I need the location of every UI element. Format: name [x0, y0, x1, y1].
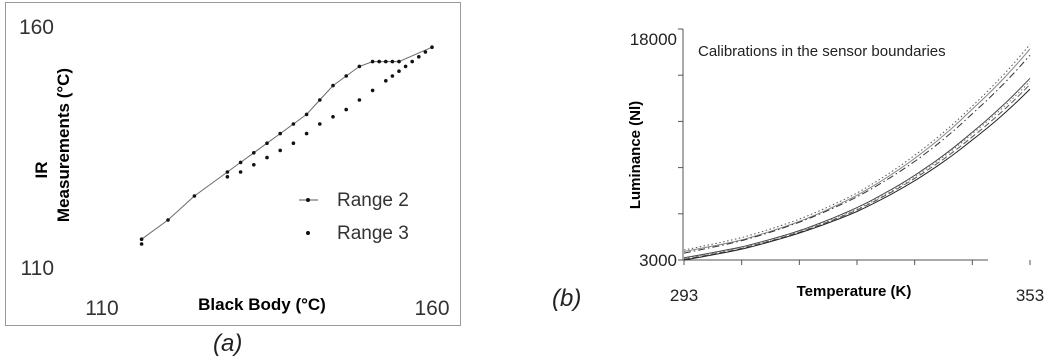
- panel-label-a: (a): [213, 330, 243, 357]
- calibration-curve-4: [683, 77, 1031, 259]
- data-point-series-0: [238, 160, 243, 165]
- data-point-series-0: [139, 237, 144, 241]
- y-axis-title-a-line2: Measurements (°C): [54, 68, 73, 222]
- data-point-series-0: [265, 141, 269, 145]
- data-point-series-0: [318, 98, 322, 102]
- data-point-series-1: [403, 64, 408, 69]
- calibration-curve-2: [683, 44, 1031, 251]
- data-point-series-1: [139, 242, 144, 246]
- data-point-series-0: [390, 59, 395, 64]
- data-point-series-1: [238, 170, 243, 174]
- y-axis-title-a-line1: IR: [32, 162, 51, 179]
- y-tick-label-a-bottom: 110: [21, 257, 54, 280]
- data-point-series-0: [304, 112, 309, 117]
- calibration-curve-5: [683, 84, 1031, 260]
- data-point-series-0: [252, 151, 256, 155]
- chart-a-frame: [5, 2, 461, 326]
- data-point-series-1: [397, 69, 401, 73]
- legend-label-range-2: Range 2: [337, 190, 409, 211]
- data-point-series-0: [192, 194, 197, 198]
- data-point-series-0: [166, 218, 170, 222]
- x-axis-title-a: Black Body (°C): [198, 295, 326, 314]
- calibration-curve-7: [683, 81, 1031, 259]
- data-point-series-1: [252, 163, 256, 167]
- data-point-series-0: [397, 59, 401, 64]
- x-tick-label-a-right: 160: [414, 297, 449, 320]
- x-tick-label-a-left: 110: [85, 297, 118, 320]
- data-point-series-0: [357, 64, 362, 69]
- y-tick-label-a-top: 160: [19, 16, 54, 39]
- x-tick-label-b-left: 293: [670, 286, 698, 305]
- data-point-series-0: [377, 59, 382, 64]
- data-point-series-1: [357, 98, 362, 102]
- calibration-curve-3: [683, 54, 1031, 254]
- data-point-series-0: [331, 83, 335, 88]
- data-point-series-0: [384, 59, 388, 64]
- data-point-series-1: [225, 175, 230, 179]
- calibration-curve-6: [683, 88, 1031, 261]
- legend-label-range-3: Range 3: [337, 223, 409, 244]
- calibration-curve-1: [683, 48, 1031, 252]
- data-point-series-1: [331, 115, 335, 119]
- data-point-series-0: [370, 59, 375, 64]
- data-point-series-1: [304, 131, 309, 136]
- data-point-series-0: [430, 45, 434, 49]
- data-point-series-0: [291, 122, 296, 126]
- data-point-series-1: [278, 148, 283, 153]
- data-point-series-1: [410, 59, 415, 64]
- panel-label-b: (b): [552, 285, 582, 312]
- x-tick-label-b-right: 353: [1016, 286, 1044, 305]
- x-axis-title-b: Temperature (K): [797, 283, 912, 300]
- y-axis-title-b: Luminance (Nl): [627, 101, 644, 209]
- chart-b: 18000 3000 293 353 Temperature (K) Lumin…: [627, 28, 1044, 305]
- y-tick-label-b-bottom: 3000: [639, 251, 677, 270]
- data-point-series-1: [344, 107, 349, 112]
- data-point-series-0: [278, 131, 283, 136]
- data-point-series-0: [344, 74, 349, 78]
- legend-marker-range-3: [306, 231, 310, 235]
- y-tick-label-b-top: 18000: [630, 30, 677, 49]
- legend-marker-range-2: [306, 198, 310, 202]
- data-point-series-1: [390, 74, 395, 78]
- data-point-series-1: [291, 141, 296, 145]
- legend-a: Range 2 Range 3: [299, 190, 409, 244]
- data-point-series-1: [318, 122, 322, 126]
- data-point-series-1: [265, 155, 269, 160]
- data-point-series-1: [384, 79, 388, 83]
- chart-a: 160 110 110 160 Black Body (°C) IR Measu…: [19, 16, 450, 320]
- data-point-series-1: [423, 50, 428, 54]
- data-point-series-1: [370, 88, 375, 93]
- chart-b-annotation: Calibrations in the sensor boundaries: [698, 43, 946, 60]
- data-point-series-0: [225, 170, 230, 174]
- data-point-series-1: [417, 55, 421, 59]
